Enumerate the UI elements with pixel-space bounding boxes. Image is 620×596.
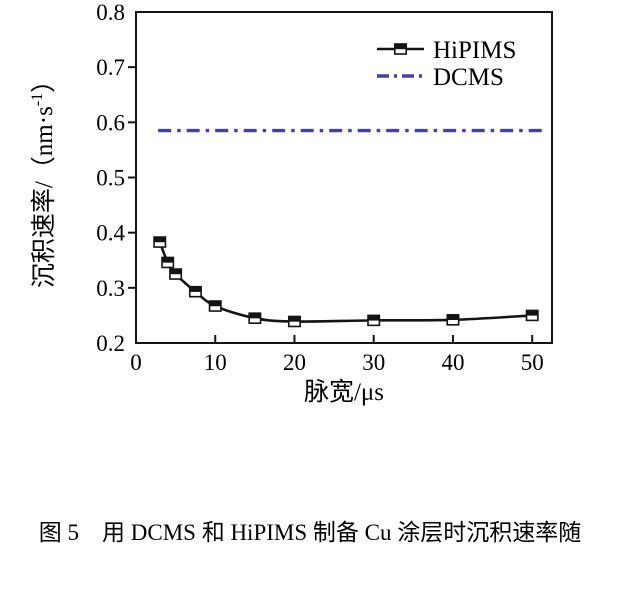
marker-top-fill	[447, 314, 459, 321]
marker-top-fill	[154, 237, 166, 243]
y-tick-label: 0.2	[96, 331, 125, 356]
marker-top-fill	[249, 313, 261, 319]
x-tick-label: 10	[204, 350, 227, 375]
marker-outline	[161, 256, 175, 269]
legend-item-dcms: DCMS	[377, 64, 504, 91]
series-hipims	[153, 236, 539, 328]
figure-caption: 图 5 用 DCMS 和 HiPIMS 制备 Cu 涂层时沉积速率随 脉冲持续时…	[0, 438, 620, 596]
x-tick-label: 20	[283, 350, 306, 375]
marker-top-fill	[288, 316, 301, 322]
marker-outline	[208, 300, 222, 312]
legend-label-hipims: HiPIMS	[433, 37, 516, 64]
x-axis: 0 10 20 30 40 50	[130, 335, 544, 375]
y-tick-label: 0.7	[96, 55, 125, 80]
marker-outline	[169, 268, 183, 280]
x-tick-label: 30	[362, 350, 385, 375]
x-axis-title: 脉宽/μs	[304, 378, 384, 406]
y-tick-label: 0.5	[96, 166, 125, 191]
legend-item-hipims: HiPIMS	[377, 37, 516, 64]
x-tick-label: 0	[130, 350, 142, 375]
marker-outline	[525, 309, 539, 322]
y-tick-label: 0.3	[96, 276, 125, 301]
marker-outline	[153, 236, 167, 248]
caption-zh-line1: 图 5 用 DCMS 和 HiPIMS 制备 Cu 涂层时沉积速率随	[38, 520, 582, 545]
marker-top-fill	[209, 301, 221, 307]
marker-top-fill	[526, 310, 538, 316]
y-tick-label: 0.4	[96, 221, 125, 246]
marker-top-fill	[189, 286, 202, 292]
y-tick-label: 0.8	[96, 0, 125, 25]
marker-top-fill	[169, 269, 182, 275]
marker-outline	[446, 314, 460, 326]
y-axis: 0.2 0.3 0.4 0.5 0.6 0.7 0.8	[96, 0, 136, 356]
marker-outline	[188, 285, 202, 298]
y-tick-label: 0.6	[96, 110, 125, 135]
marker-outline	[393, 43, 407, 55]
x-tick-label: 40	[441, 350, 464, 375]
marker-top-fill	[394, 44, 407, 50]
marker-outline	[367, 314, 381, 327]
x-tick-label: 50	[521, 350, 544, 375]
y-axis-title: 沉积速率/（nm·s-1）	[29, 68, 58, 288]
marker-top-fill	[161, 257, 174, 263]
legend-label-dcms: DCMS	[433, 64, 504, 91]
marker-outline	[287, 315, 301, 328]
marker-top-fill	[368, 315, 380, 321]
deposition-rate-chart: 0.2 0.3 0.4 0.5 0.6 0.7 0.8 0 10 20 30 40 50 脉宽/μs 沉积速…	[29, 0, 553, 406]
marker-outline	[248, 312, 262, 324]
